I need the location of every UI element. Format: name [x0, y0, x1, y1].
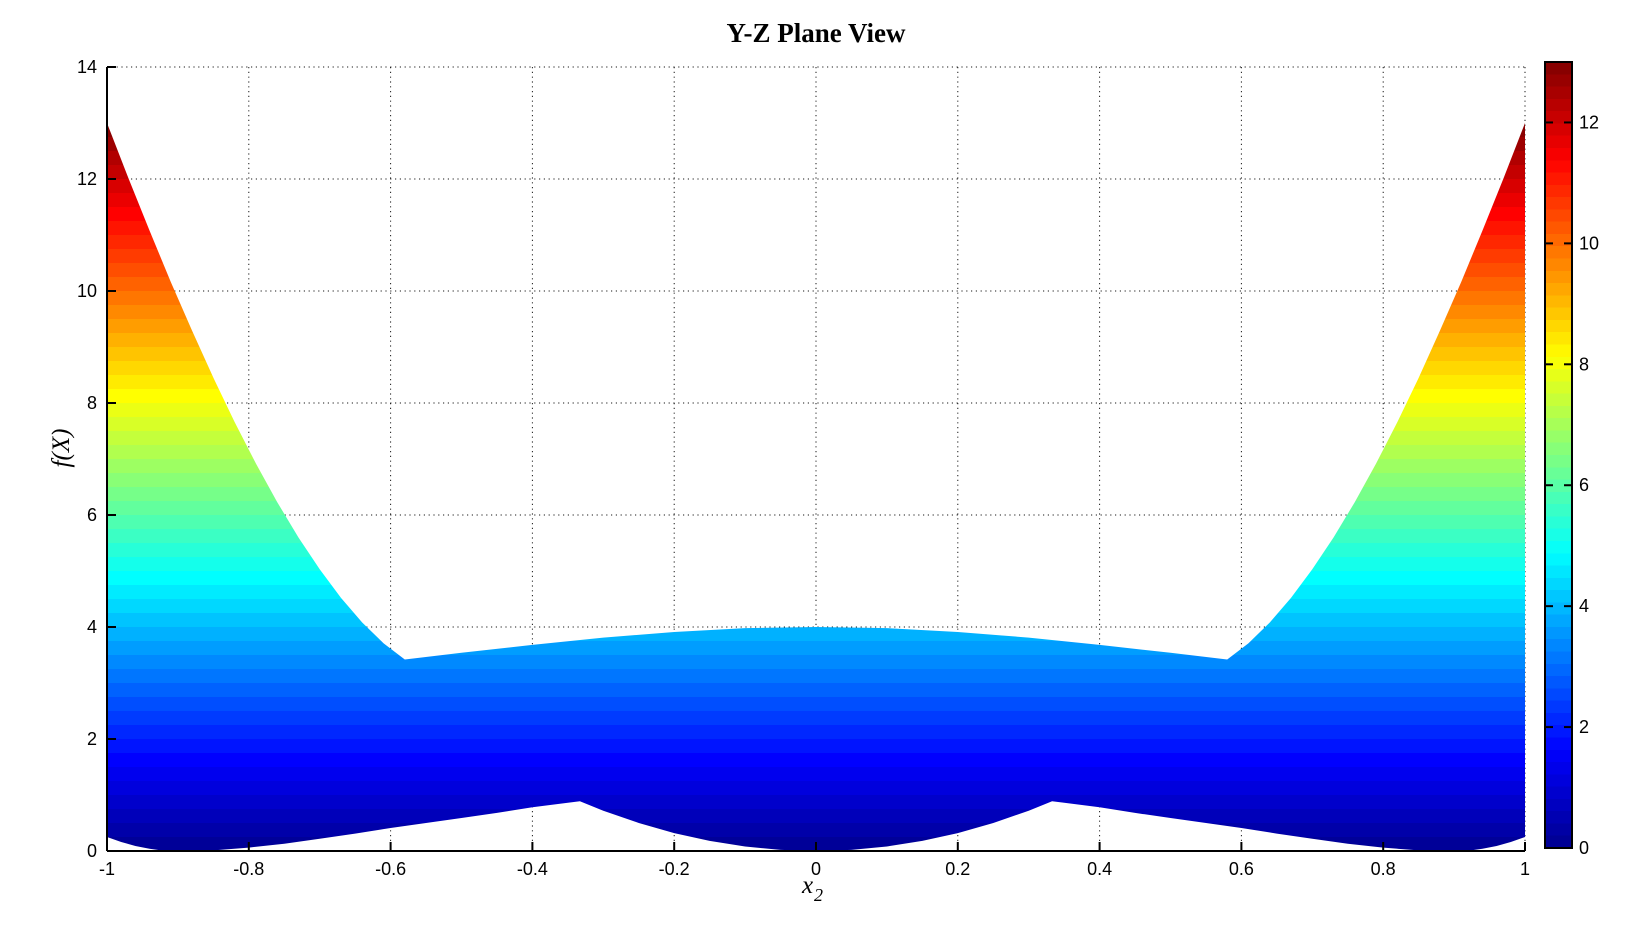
x-tick-label: -0.2	[659, 859, 690, 879]
x-tick-label: -0.6	[375, 859, 406, 879]
colorbar-tick-label: 12	[1579, 112, 1599, 132]
colorbar-tick-label: 2	[1579, 717, 1589, 737]
x-tick-label: -0.4	[517, 859, 548, 879]
x-tick-label: 0.2	[945, 859, 970, 879]
surface-projection-region	[107, 123, 1525, 851]
colorbar-tick-label: 10	[1579, 233, 1599, 253]
x-tick-label: 1	[1520, 859, 1530, 879]
colorbar-tick-label: 8	[1579, 354, 1589, 374]
x-tick-label: 0.8	[1371, 859, 1396, 879]
y-tick-label: 14	[77, 57, 97, 77]
y-tick-label: 6	[87, 505, 97, 525]
x-tick-label: -0.8	[233, 859, 264, 879]
x-tick-label: 0	[811, 859, 821, 879]
x-axis-label-base: x	[801, 872, 814, 899]
colorbar	[1544, 61, 1573, 849]
y-tick-label: 12	[77, 169, 97, 189]
x-axis-label: x2	[801, 872, 823, 905]
y-tick-label: 2	[87, 729, 97, 749]
colorbar-tick-label: 0	[1579, 838, 1589, 858]
x-tick-label: 0.6	[1229, 859, 1254, 879]
x-axis-label-subscript: 2	[814, 885, 824, 905]
colorbar-tick-label: 6	[1579, 475, 1589, 495]
chart-title: Y-Z Plane View	[726, 18, 906, 48]
y-tick-label: 4	[87, 617, 97, 637]
x-tick-label: 0.4	[1087, 859, 1112, 879]
y-tick-label: 0	[87, 841, 97, 861]
y-tick-label: 10	[77, 281, 97, 301]
y-tick-label: 8	[87, 393, 97, 413]
colorbar-tick-label: 4	[1579, 596, 1589, 616]
x-tick-label: -1	[99, 859, 115, 879]
